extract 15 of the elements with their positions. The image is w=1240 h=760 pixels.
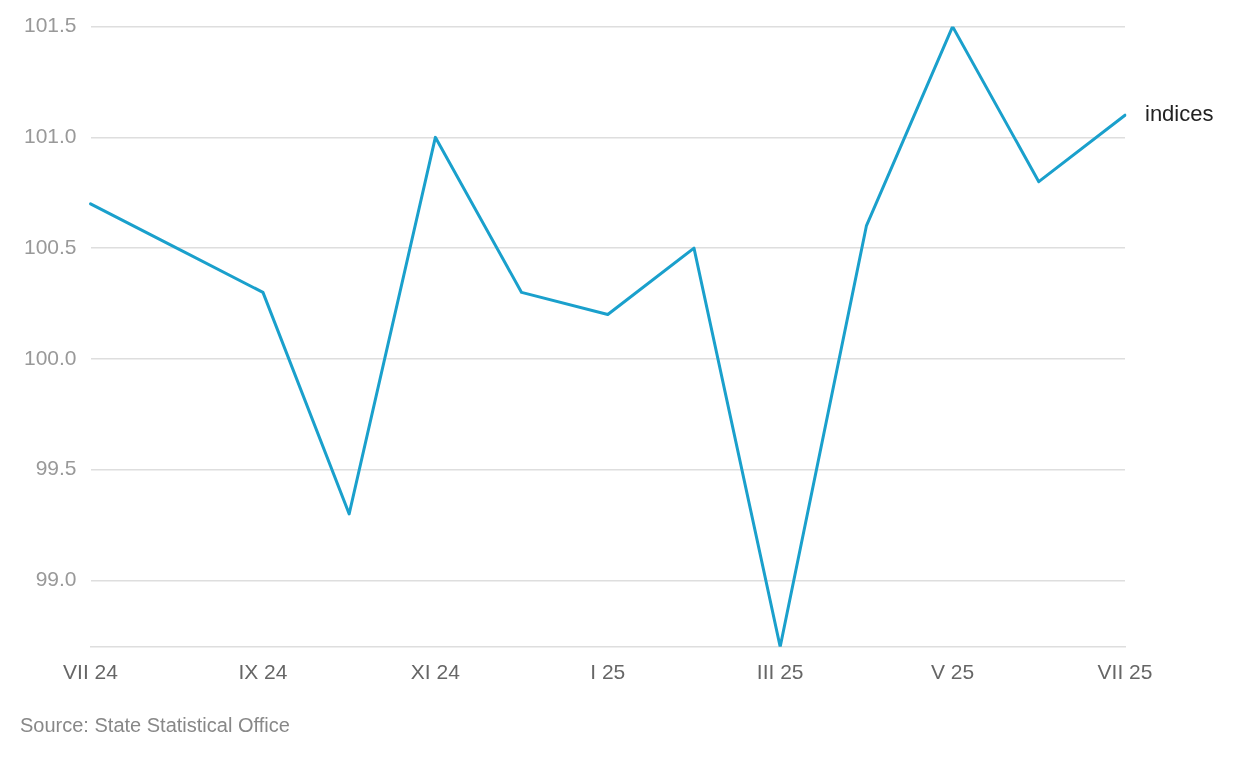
y-tick-label: 100.0 [23, 345, 77, 369]
y-tick-label: 100.5 [23, 234, 77, 258]
y-tick-label: 101.5 [23, 13, 77, 37]
x-tick-label: III 25 [756, 660, 804, 684]
series-label: indices [1145, 101, 1214, 127]
x-tick-label: XI 24 [410, 660, 461, 684]
x-tick-label: VII 24 [63, 660, 119, 684]
x-tick-label: V 25 [930, 660, 975, 684]
y-tick-label: 99.5 [35, 456, 77, 480]
x-tick-label: VII 25 [1097, 660, 1153, 684]
x-tick-label: I 25 [590, 660, 626, 684]
x-tick-label: IX 24 [238, 660, 288, 684]
y-tick-label: 101.0 [23, 124, 77, 148]
y-tick-label: 99.0 [35, 567, 77, 591]
source-note: Source: State Statistical Office [20, 714, 290, 737]
